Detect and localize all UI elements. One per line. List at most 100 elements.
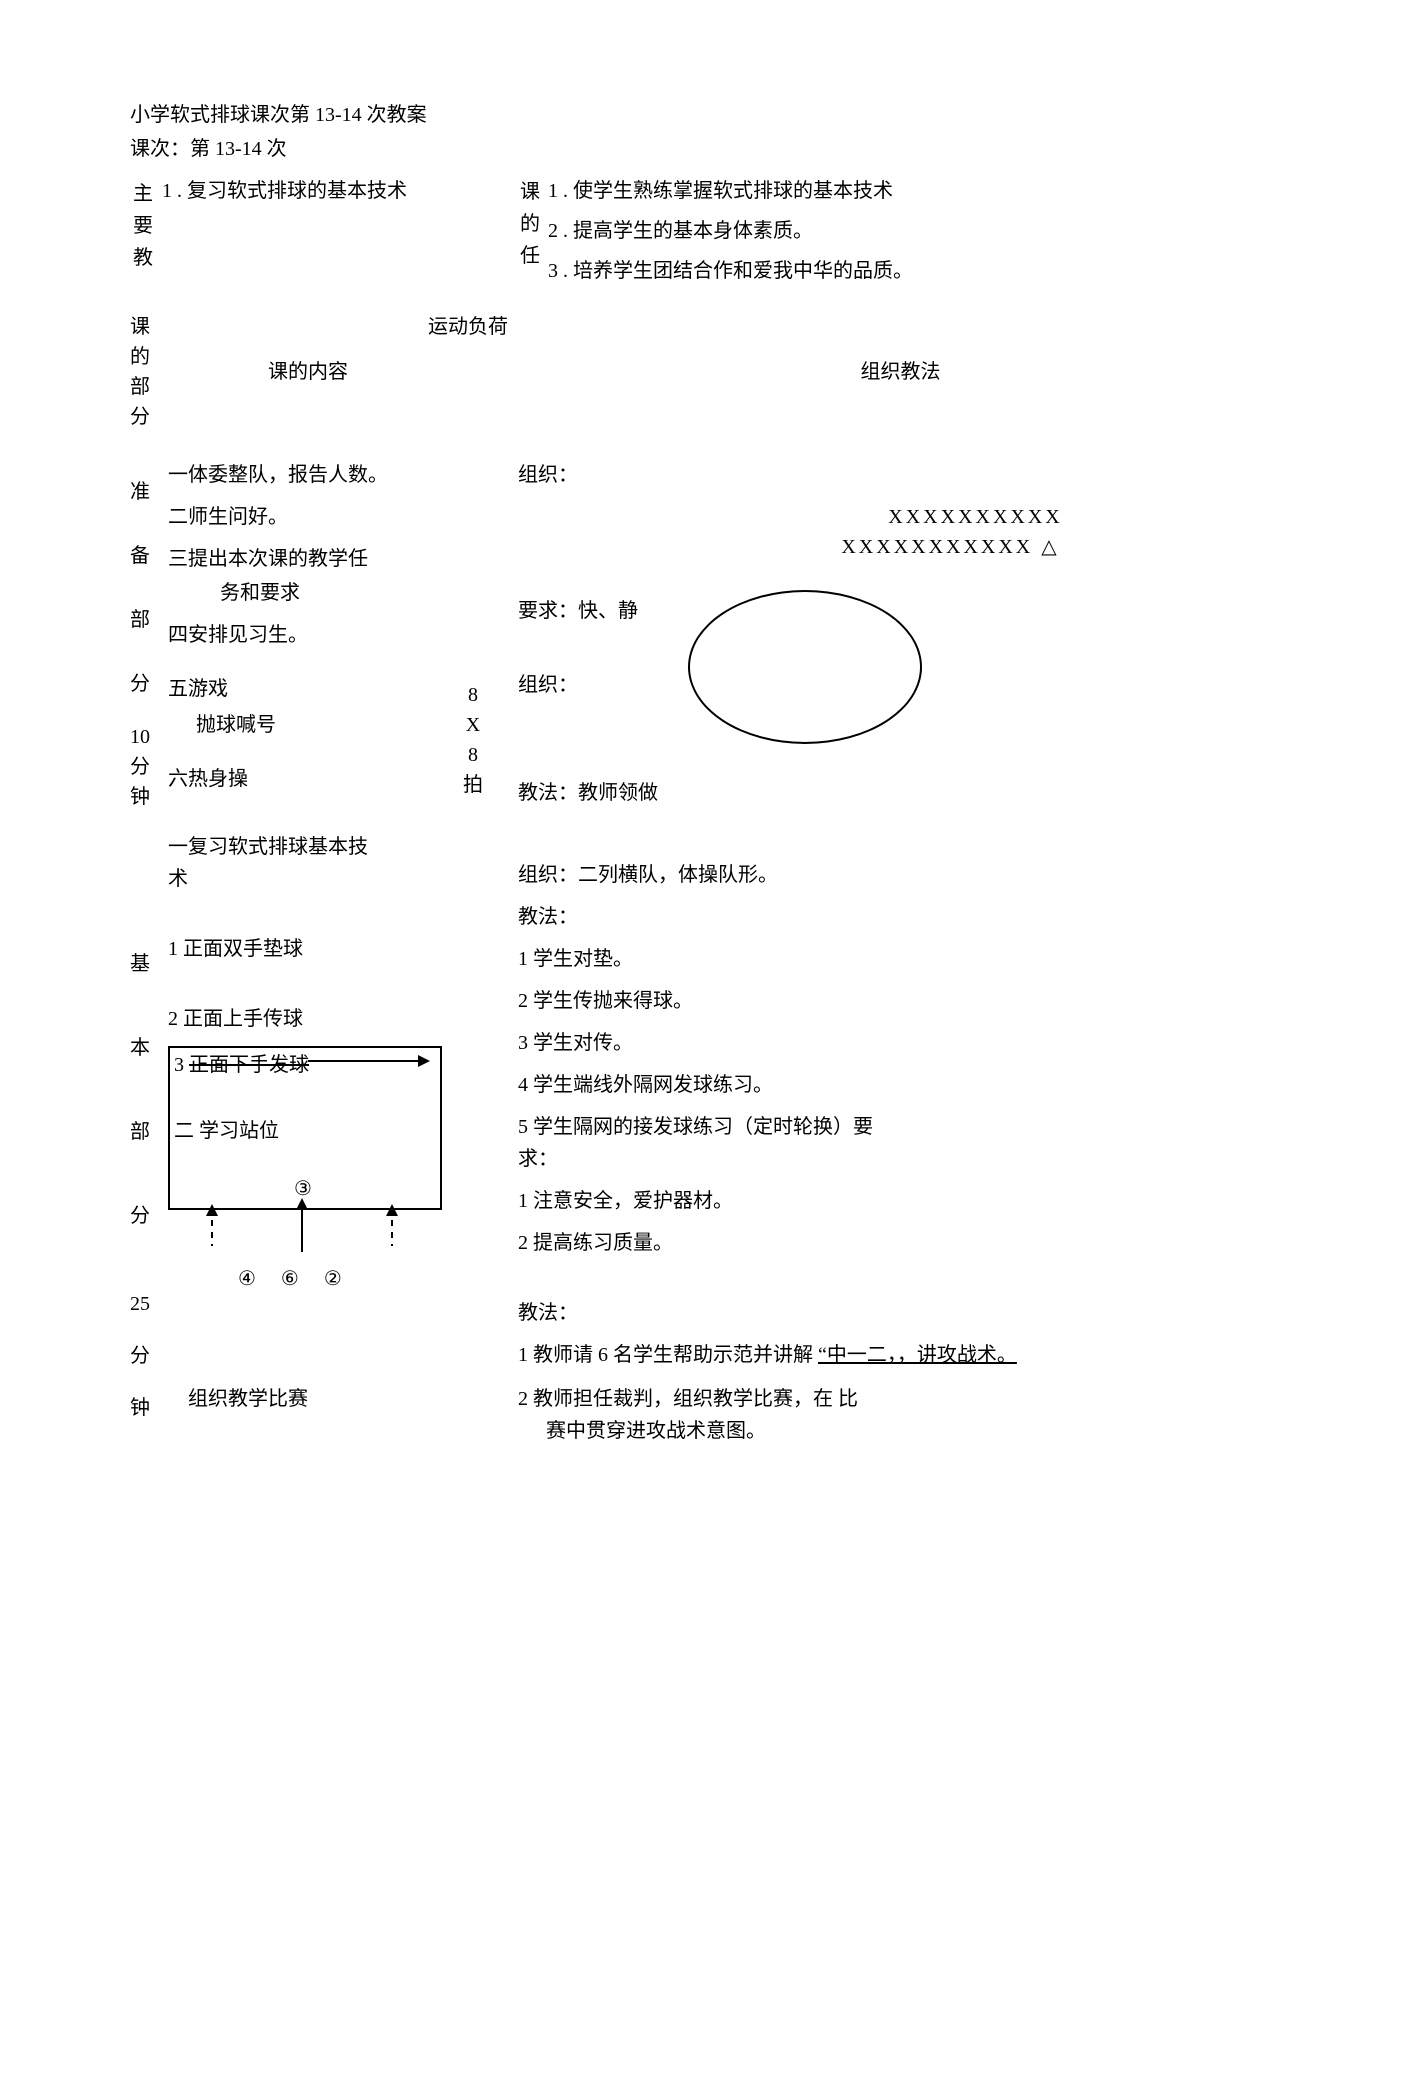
char: 课 xyxy=(520,176,540,208)
content-header: 课的内容 xyxy=(268,357,348,387)
prep-item-sub: 抛球喊号 xyxy=(168,710,448,740)
char: 的 xyxy=(130,342,150,372)
prep-section: 准 备 部 分 10 分 钟 一体委整队，报告人数。 二师生问好。 三提出本次课… xyxy=(130,460,1283,820)
method-item: 2 学生传抛来得球。 xyxy=(518,986,1283,1016)
prep-item: 五游戏 xyxy=(168,674,448,704)
arrow-right-icon xyxy=(308,1060,428,1062)
method-item: 教法： xyxy=(518,902,1283,932)
prep-item: 二师生问好。 xyxy=(168,502,448,532)
left-label-col: 主 要 教 xyxy=(130,176,156,296)
main-section: 基 本 部 分 25 分 钟 一复习软式排球基本技 术 1 正面双手垫球 2 正… xyxy=(130,832,1283,1458)
prep-content: 一体委整队，报告人数。 二师生问好。 三提出本次课的教学任 务和要求 四安排见习… xyxy=(168,460,448,820)
time-char: 钟 xyxy=(130,782,150,812)
method-teach: 教法：教师领做 xyxy=(518,778,1283,808)
char: 课 xyxy=(130,312,150,342)
column-headers: 课 的 部 分 课的内容 运动负荷 组织教法 xyxy=(130,312,1283,432)
char: 部 xyxy=(130,372,150,402)
method-item: 1 学生对垫。 xyxy=(518,944,1283,974)
char: 主 xyxy=(133,178,153,210)
prep-item: 四安排见习生。 xyxy=(168,620,448,650)
char: 要 xyxy=(133,210,153,242)
prep-item: 一体委整队，报告人数。 xyxy=(168,460,448,490)
method-item: 4 学生端线外隔网发球练习。 xyxy=(518,1070,1283,1100)
char: 基 xyxy=(130,922,150,1006)
method-item: 组织：二列横队，体操队形。 xyxy=(518,860,1283,890)
diagram-text: 3 正面下手发球 xyxy=(174,1050,309,1080)
text: 1 教师请 6 名学生帮助示范并讲解 xyxy=(518,1344,818,1366)
header-left-content: 1 . 复习软式排球的基本技术 xyxy=(162,176,512,296)
method-org-label: 组织： xyxy=(518,460,1283,490)
prep-item: 六热身操 xyxy=(168,764,448,794)
position-diagram: 3 正面下手发球 二 学习站位 ③ xyxy=(168,1046,448,1256)
content-header-cell: 课的内容 xyxy=(168,312,448,432)
prep-item-cont: 务和要求 xyxy=(168,578,448,608)
load-char: 8 xyxy=(468,740,478,770)
method-item: 3 学生对传。 xyxy=(518,1028,1283,1058)
circled-numbers-row: ④ ⑥ ② xyxy=(238,1264,448,1294)
main-heading: 一复习软式排球基本技 xyxy=(168,832,448,862)
objective-item: 3 . 培养学生团结合作和爱我中华的品质。 xyxy=(548,256,1283,286)
part-label-col: 课 的 部 分 xyxy=(130,312,160,432)
main-item: 1 正面双手垫球 xyxy=(168,934,448,964)
char: 备 xyxy=(130,524,150,588)
method-item-cont: 赛中贯穿进攻战术意图。 xyxy=(518,1416,1283,1446)
load-char: 8 xyxy=(468,680,478,710)
main-load xyxy=(448,832,498,1458)
diagram-text: 二 学习站位 xyxy=(174,1116,279,1146)
org-label: 组织： xyxy=(518,670,578,700)
method-item: 教法： xyxy=(518,1298,1283,1328)
formation-x-row: XXXXXXXXXX xyxy=(518,502,1283,532)
char: 部 xyxy=(130,588,150,652)
char: 的 xyxy=(520,208,540,240)
load-header-text: 运动负荷 xyxy=(428,312,508,342)
header-row: 主 要 教 1 . 复习软式排球的基本技术 课 的 任 1 . 使学生熟练掌握软… xyxy=(130,176,1283,296)
char: 部 xyxy=(130,1090,150,1174)
prep-section-label: 准 备 部 分 10 分 钟 xyxy=(130,460,160,820)
prep-method: 组织： XXXXXXXXXX XXXXXXXXXXX △ 要求：快、静 组织： … xyxy=(498,460,1283,820)
main-section-label: 基 本 部 分 25 分 钟 xyxy=(130,832,160,1458)
requirement-label: 要求：快、静 xyxy=(518,596,638,626)
ellipse-diagram: 要求：快、静 组织： xyxy=(518,590,1283,750)
time-char: 分 xyxy=(130,752,150,782)
mid-label-col: 课 的 任 xyxy=(512,176,548,296)
method-item: 5 学生隔网的接发球练习（定时轮换）要 xyxy=(518,1112,1283,1142)
char: 分 xyxy=(130,652,150,716)
arrow-stem xyxy=(301,1208,303,1252)
formation-x-row: XXXXXXXXXXX △ xyxy=(518,532,1283,562)
underline-text: “中一二，，讲攻战术。 xyxy=(818,1344,1017,1366)
method-header: 组织教法 xyxy=(861,357,941,387)
main-heading-cont: 术 xyxy=(168,864,448,894)
method-item: 1 教师请 6 名学生帮助示范并讲解 “中一二，，讲攻战术。 xyxy=(518,1340,1283,1370)
prep-item: 三提出本次课的教学任 xyxy=(168,544,448,574)
arrow-stem xyxy=(391,1208,393,1246)
method-item: 2 提高练习质量。 xyxy=(518,1228,1283,1258)
objective-item: 2 . 提高学生的基本身体素质。 xyxy=(548,216,1283,246)
x-text: XXXXXXXXXXX △ xyxy=(841,536,1059,558)
num: 3 xyxy=(174,1054,189,1076)
doc-title: 小学软式排球课次第 13-14 次教案 xyxy=(130,100,1283,130)
time-char: 10 xyxy=(130,722,150,752)
time-char: 分 xyxy=(130,1330,150,1382)
load-char: 拍 xyxy=(463,770,483,800)
objective-item: 1 . 使学生熟练掌握软式排球的基本技术 xyxy=(548,176,1283,206)
load-char: X xyxy=(466,710,480,740)
main-method: 组织：二列横队，体操队形。 教法： 1 学生对垫。 2 学生传抛来得球。 3 学… xyxy=(498,832,1283,1458)
main-item: 2 正面上手传球 xyxy=(168,1004,448,1034)
time-char: 钟 xyxy=(130,1382,150,1434)
char: 教 xyxy=(133,242,153,274)
strike-text: 正面下手发球 xyxy=(189,1054,309,1076)
char: 准 xyxy=(130,460,150,524)
time-char: 25 xyxy=(130,1278,150,1330)
main-item: 组织教学比赛 xyxy=(168,1384,448,1414)
method-item: 1 注意安全，爱护器材。 xyxy=(518,1186,1283,1216)
char: 分 xyxy=(130,402,150,432)
method-header-cell: 组织教法 xyxy=(498,312,1283,432)
method-item: 2 教师担任裁判，组织教学比赛，在 比 xyxy=(518,1384,1283,1414)
main-content: 一复习软式排球基本技 术 1 正面双手垫球 2 正面上手传球 3 正面下手发球 … xyxy=(168,832,448,1458)
method-item-cont: 求： xyxy=(518,1144,1283,1174)
doc-subtitle: 课次：第 13-14 次 xyxy=(130,134,1283,164)
load-header: 运动负荷 xyxy=(448,312,498,432)
char: 任 xyxy=(520,240,540,272)
char: 本 xyxy=(130,1006,150,1090)
char: 分 xyxy=(130,1174,150,1258)
